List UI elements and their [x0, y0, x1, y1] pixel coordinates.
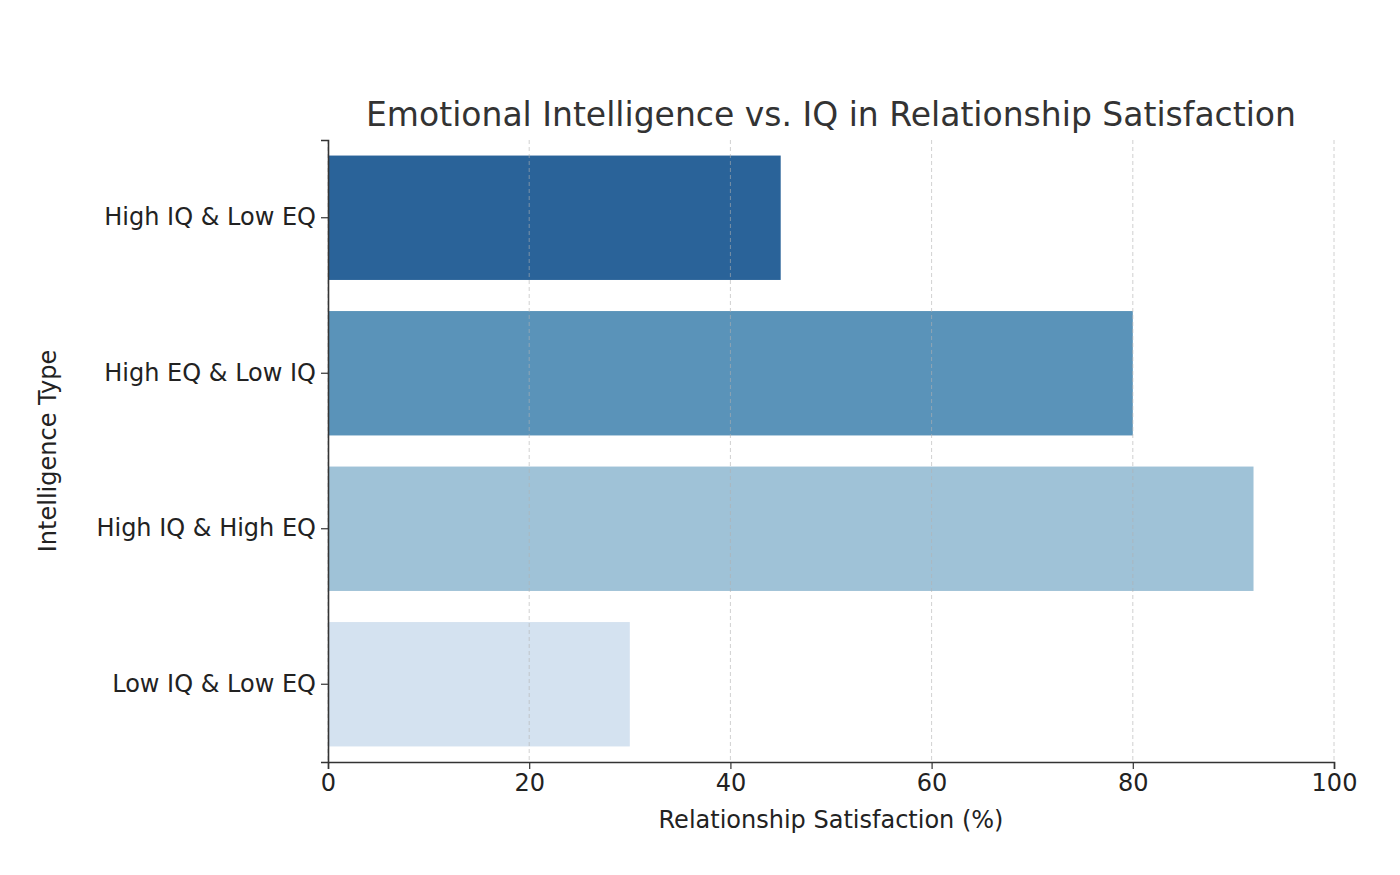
chart: 0 20 40 60 80 100 High IQ & Low EQ High EQ & Lo… — [0, 0, 1400, 875]
x-axis-title: Relationship Satisfaction (%) — [659, 806, 1004, 834]
tick-mark — [1334, 762, 1335, 769]
axis-line — [329, 763, 1335, 770]
bars — [328, 156, 1254, 747]
grid-line — [730, 140, 731, 762]
tick-mark — [321, 528, 328, 529]
grid-line — [1334, 140, 1335, 762]
tick-mark — [1133, 762, 1134, 769]
plot: 0 20 40 60 80 100 High IQ & Low EQ High EQ & Lo… — [96, 140, 1357, 797]
bar — [328, 622, 630, 746]
tick: 0 — [321, 762, 336, 797]
tick-label: 40 — [716, 769, 747, 797]
title: Emotional Intelligence vs. IQ in Relatio… — [366, 95, 1296, 134]
bar — [328, 467, 1254, 591]
tick-mark — [730, 762, 731, 769]
tick-label: 0 — [321, 769, 336, 797]
tick-label: Low IQ & Low EQ — [112, 670, 316, 698]
tick-label: 20 — [514, 769, 545, 797]
bar — [328, 156, 781, 280]
tick: High EQ & Low IQ — [104, 359, 328, 387]
tick: 60 — [917, 762, 948, 797]
tick-label: 60 — [917, 769, 948, 797]
grid-line — [1132, 140, 1133, 762]
tick-mark — [321, 373, 328, 374]
tick-label: High EQ & Low IQ — [104, 359, 316, 387]
tick-mark — [931, 762, 932, 769]
y-axis-title: Intelligence Type — [34, 350, 62, 552]
tick-mark — [529, 762, 530, 769]
grid-line — [529, 140, 530, 762]
tick-label: 100 — [1312, 769, 1358, 797]
category-axis: High IQ & Low EQ High EQ & Low IQ High IQ … — [96, 141, 328, 763]
tick: 20 — [514, 762, 545, 797]
tick-label: High IQ & Low EQ — [104, 203, 316, 231]
tick: 40 — [716, 762, 747, 797]
tick-mark — [321, 684, 328, 685]
tick-label: High IQ & High EQ — [96, 514, 316, 542]
tick: 100 — [1312, 762, 1358, 797]
axis-line — [321, 141, 329, 763]
tick: High IQ & Low EQ — [104, 203, 328, 231]
grid-line — [931, 140, 932, 762]
tick: Low IQ & Low EQ — [112, 670, 328, 698]
tick: 80 — [1118, 762, 1149, 797]
tick-label: 80 — [1118, 769, 1149, 797]
tick: High IQ & High EQ — [96, 514, 328, 542]
tick-mark — [321, 217, 328, 218]
grid — [328, 140, 1334, 762]
value-axis: 0 20 40 60 80 100 — [321, 762, 1358, 797]
